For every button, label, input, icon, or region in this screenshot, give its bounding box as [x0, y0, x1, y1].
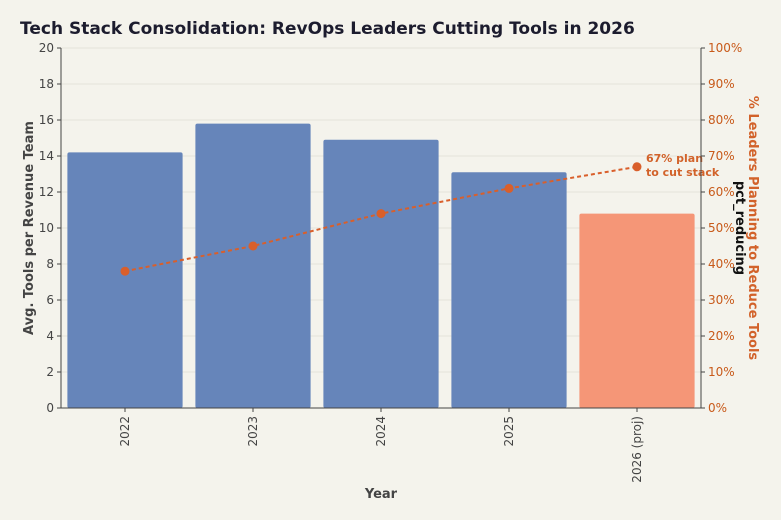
y2-tick-label: 30% — [708, 293, 735, 307]
y-tick-label: 18 — [39, 77, 54, 91]
line-point-2023 — [248, 241, 258, 251]
y2-tick-label: 10% — [708, 365, 735, 379]
x-axis-title: Year — [364, 487, 398, 502]
y2-tick-label: 60% — [708, 185, 735, 199]
x-tick-label: 2024 — [374, 416, 388, 447]
x-tick-label: 2025 — [502, 416, 516, 447]
y-tick-label: 10 — [39, 221, 54, 235]
x-tick-label: 2026 (proj) — [630, 416, 644, 483]
y-tick-label: 4 — [46, 329, 54, 343]
bar-2023 — [195, 123, 311, 408]
y2-tick-label: 100% — [708, 41, 742, 55]
y2-tick-label: 70% — [708, 149, 735, 163]
y-tick-label: 0 — [46, 401, 54, 415]
chart-title: Tech Stack Consolidation: RevOps Leaders… — [20, 19, 635, 39]
y-axis-title: Avg. Tools per Revenue Team — [22, 121, 37, 335]
y2-tick-label: 80% — [708, 113, 735, 127]
line-point-2025 — [504, 183, 514, 193]
y2-tick-label: 40% — [708, 257, 735, 271]
axes: 0 2 4 6 8 10 12 14 16 18 20 0% 10% 20% 30% 40% 50% 60% 70%… — [39, 41, 743, 483]
y-tick-label: 12 — [39, 185, 54, 199]
annotation-line: to cut stack — [646, 166, 720, 179]
bars — [67, 123, 695, 409]
y2-tick-label: 20% — [708, 329, 735, 343]
y-tick-label: 16 — [39, 113, 54, 127]
y2-tick-label: 0% — [708, 401, 727, 415]
y-tick-label: 2 — [46, 365, 54, 379]
line-point-2024 — [376, 209, 386, 219]
y-tick-label: 20 — [39, 41, 54, 55]
annotation-line: 67% plan — [646, 152, 703, 165]
bar-2022 — [67, 152, 183, 408]
line-point-2022 — [120, 266, 130, 276]
bar-2025 — [451, 172, 567, 408]
y-tick-label: 8 — [46, 257, 54, 271]
y-tick-label: 6 — [46, 293, 54, 307]
x-tick-label: 2023 — [246, 416, 260, 447]
y-tick-label: 14 — [39, 149, 54, 163]
y2-axis-title: % Leaders Planning to Reduce Tools — [745, 96, 760, 361]
y2-tick-label: 50% — [708, 221, 735, 235]
y2-series-label: pct_reducing — [732, 181, 747, 275]
y2-tick-label: 90% — [708, 77, 735, 91]
line-point-2026-proj- — [632, 162, 642, 172]
x-tick-label: 2022 — [118, 416, 132, 447]
bar-2024 — [323, 139, 439, 409]
bar-2026-proj- — [579, 213, 695, 408]
